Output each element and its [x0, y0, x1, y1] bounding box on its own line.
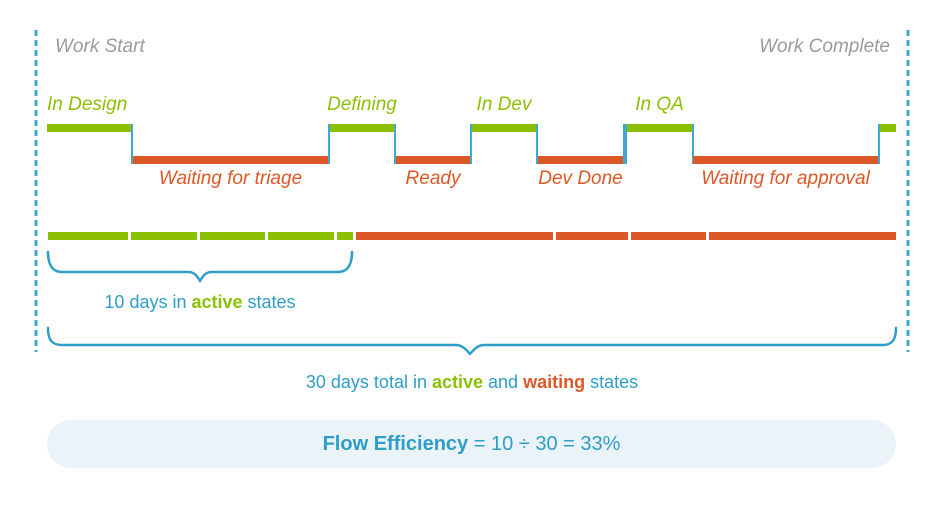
active-note-prefix: 10 days in	[104, 292, 192, 312]
state-segment-waiting	[538, 156, 623, 164]
state-label: In QA	[635, 94, 684, 115]
state-segment-active	[330, 124, 394, 132]
total-note-middle: and	[483, 372, 524, 392]
duration-segment-waiting	[356, 232, 553, 240]
total-note-suffix: states	[585, 372, 639, 392]
work-complete-label: Work Complete	[759, 36, 890, 57]
state-transition-connector	[470, 124, 472, 164]
duration-segment-active	[131, 232, 197, 240]
total-note-highlight-waiting: waiting	[523, 372, 586, 392]
duration-segment-active	[48, 232, 128, 240]
state-transition-connector	[394, 124, 396, 164]
duration-segment-active	[268, 232, 334, 240]
state-label: Defining	[327, 94, 397, 115]
flow-efficiency-expression: = 10 ÷ 30 = 33%	[468, 432, 621, 455]
state-label: In Dev	[476, 94, 532, 115]
state-label: In Design	[47, 94, 128, 115]
duration-segment-waiting	[556, 232, 628, 240]
state-transition-connector	[131, 124, 133, 164]
duration-segment-waiting	[631, 232, 706, 240]
active-note-suffix: states	[242, 292, 296, 312]
total-duration-brace	[46, 326, 898, 356]
total-note-prefix: 30 days total in	[305, 372, 432, 392]
state-transition-connector	[328, 124, 330, 164]
active-duration-note: 10 days in active states	[48, 292, 352, 313]
active-note-highlight: active	[191, 292, 243, 312]
duration-segment-active	[200, 232, 265, 240]
state-segment-active	[47, 124, 131, 132]
state-segment-active	[627, 124, 692, 132]
state-label: Ready	[405, 168, 461, 189]
state-label: Dev Done	[538, 168, 623, 189]
total-note-highlight-active: active	[431, 372, 484, 392]
duration-segment-active	[337, 232, 353, 240]
duration-segment-waiting	[709, 232, 896, 240]
state-segment-active	[472, 124, 536, 132]
state-transition-connector	[623, 124, 627, 164]
work-start-label: Work Start	[55, 36, 145, 57]
state-transition-connector	[878, 124, 880, 164]
state-transition-connector	[692, 124, 694, 164]
state-label: Waiting for approval	[701, 168, 870, 189]
total-duration-note: 30 days total in active and waiting stat…	[48, 372, 896, 393]
state-segment-waiting	[693, 156, 878, 164]
state-label: Waiting for triage	[158, 168, 303, 189]
flow-efficiency-title: Flow Efficiency	[322, 432, 469, 455]
state-transition-connector	[536, 124, 538, 164]
state-segment-waiting	[133, 156, 328, 164]
state-segment-waiting	[396, 156, 470, 164]
flow-efficiency-pill: Flow Efficiency = 10 ÷ 30 = 33%	[47, 420, 896, 468]
active-duration-brace	[46, 250, 354, 283]
state-segment-active	[880, 124, 896, 132]
